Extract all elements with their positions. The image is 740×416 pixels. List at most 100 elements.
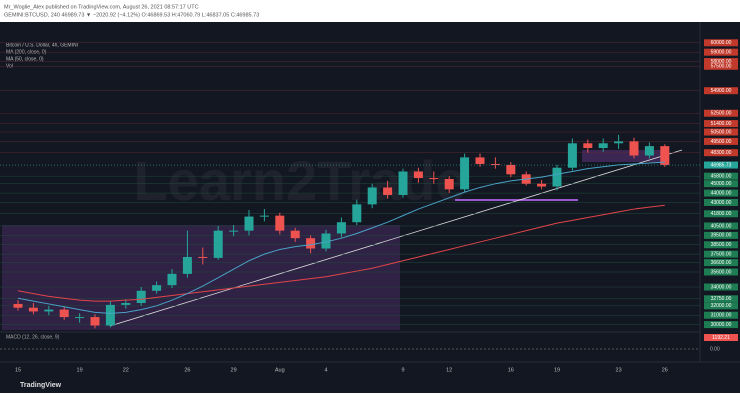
last-price-label: 46985.73: [711, 162, 732, 168]
candle-body: [198, 256, 208, 258]
y-tick-box: [704, 321, 738, 329]
macd-title: MACD (12, 26, close, 9): [6, 334, 60, 340]
x-tick-label: 29: [231, 367, 237, 373]
candle-body: [444, 179, 454, 190]
candle-body: [398, 171, 408, 195]
watermark: Learn2Trade: [133, 149, 466, 212]
candle-body: [413, 171, 423, 179]
y-tick-label: 49500.00: [711, 139, 732, 145]
candle-body: [660, 146, 670, 165]
y-tick-box: [704, 311, 738, 319]
candle-body: [275, 215, 285, 231]
y-tick-box: [704, 189, 738, 197]
y-tick-label: 54900.00: [711, 88, 732, 94]
y-tick-box: [704, 250, 738, 258]
last-price-box: [704, 161, 738, 169]
candle-body: [167, 273, 177, 286]
candle-body: [229, 230, 239, 232]
x-tick-label: 19: [77, 367, 83, 373]
x-tick-label: 15: [15, 367, 21, 373]
y-tick-box: [704, 198, 738, 206]
candle-body: [121, 303, 131, 305]
candle-body: [28, 307, 38, 312]
candle-body: [213, 230, 223, 258]
candle-body: [552, 167, 562, 187]
y-tick-label: 38500.00: [711, 242, 732, 248]
macd-label: 0.00: [710, 346, 720, 352]
candle-body: [259, 215, 269, 217]
y-tick-label: 30000.00: [711, 322, 732, 328]
y-tick-box: [704, 137, 738, 145]
footer-logo: TradingView: [20, 382, 62, 389]
y-tick-box: [704, 62, 738, 70]
candle-body: [460, 157, 470, 190]
candle-body: [105, 304, 115, 326]
y-tick-label: 45000.00: [711, 181, 732, 187]
candle-body: [75, 317, 85, 319]
y-tick-label: 34000.00: [711, 284, 732, 290]
x-tick-label: 16: [508, 367, 514, 373]
x-tick-label: 4: [324, 367, 327, 373]
candle-body: [136, 290, 146, 303]
x-tick-label: 26: [662, 367, 668, 373]
header-line1: Mr_Woglie_Alex published on TradingView.…: [4, 4, 199, 10]
macd-label: 1192.21: [712, 335, 730, 341]
chart-panel: [0, 22, 740, 393]
y-tick-box: [704, 172, 738, 180]
candle-body: [629, 141, 639, 156]
y-tick-box: [704, 87, 738, 95]
candle-body: [614, 141, 624, 144]
candle-body: [644, 146, 654, 156]
candle-body: [336, 222, 346, 234]
y-tick-label: 40500.00: [711, 223, 732, 229]
candle-body: [13, 303, 23, 308]
y-tick-box: [704, 241, 738, 249]
candle-body: [244, 216, 254, 231]
candle-body: [152, 285, 162, 291]
legend-entry: MA (50, close, 0): [6, 56, 44, 62]
y-tick-box: [704, 295, 738, 303]
candle-body: [475, 157, 485, 164]
y-tick-label: 37500.00: [711, 251, 732, 257]
candle-body: [59, 309, 69, 318]
candle-body: [506, 164, 516, 175]
y-tick-label: 52500.00: [711, 111, 732, 117]
y-tick-box: [704, 222, 738, 230]
y-tick-label: 57500.00: [711, 64, 732, 70]
candle-body: [182, 256, 192, 274]
y-tick-label: 32000.00: [711, 303, 732, 309]
y-tick-label: 43000.00: [711, 200, 732, 206]
candle-body: [321, 233, 331, 249]
y-tick-label: 60000.00: [711, 40, 732, 46]
x-tick-label: 19: [554, 367, 560, 373]
x-tick-label: 12: [446, 367, 452, 373]
x-tick-label: 22: [123, 367, 129, 373]
y-tick-label: 35600.00: [711, 269, 732, 275]
y-tick-box: [704, 283, 738, 291]
candle-body: [44, 309, 54, 312]
y-tick-box: [704, 210, 738, 218]
candle-body: [352, 204, 362, 223]
candle-body: [90, 317, 100, 326]
candle-body: [290, 230, 300, 239]
chart-title: Bitcoin / U.S. Dollar, 4h, GEMINI: [6, 42, 78, 48]
header-line2: GEMINI:BTCUSD, 240 46989.73 ▼ −2020.92 (…: [4, 12, 259, 18]
x-tick-label: 9: [401, 367, 404, 373]
candle-body: [567, 143, 577, 168]
y-tick-box: [704, 259, 738, 267]
y-tick-box: [704, 149, 738, 157]
y-tick-label: 39500.00: [711, 233, 732, 239]
y-tick-box: [704, 128, 738, 136]
candle-body: [429, 178, 439, 180]
y-tick-box: [704, 231, 738, 239]
y-tick-box: [704, 58, 738, 66]
y-tick-label: 50500.00: [711, 129, 732, 135]
trend-line: [109, 149, 683, 327]
y-tick-box: [704, 268, 738, 276]
x-tick-label: Aug: [275, 367, 285, 373]
candle-body: [367, 187, 377, 205]
y-tick-label: 36600.00: [711, 260, 732, 266]
y-tick-box: [704, 109, 738, 117]
